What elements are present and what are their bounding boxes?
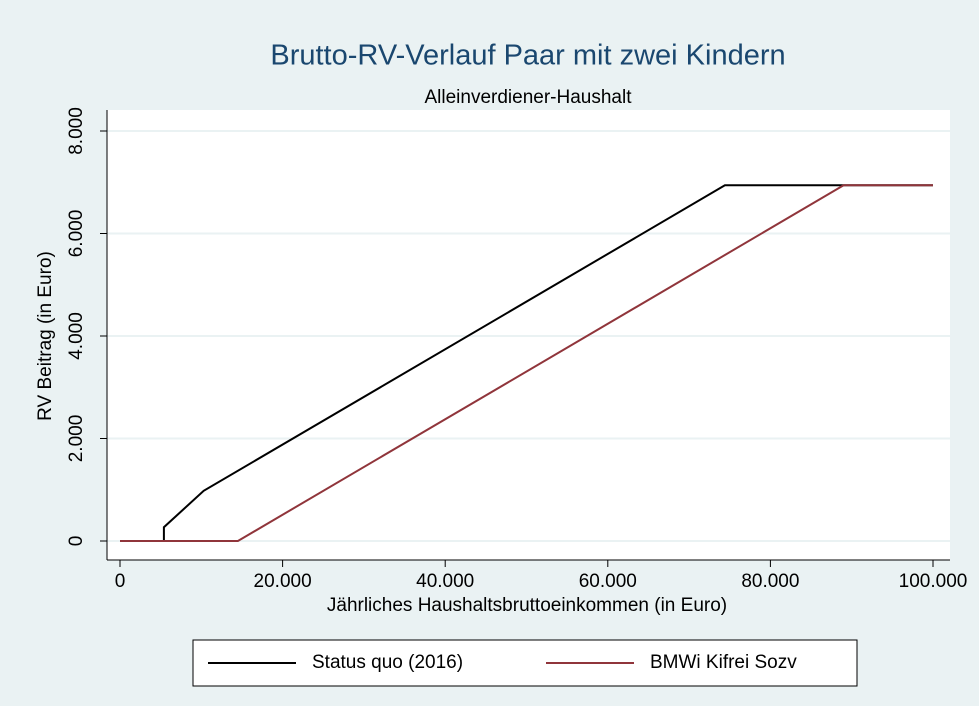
legend-label: BMWi Kifrei Sozv	[650, 652, 797, 673]
y-axis-label: RV Beitrag (in Euro)	[35, 251, 56, 421]
chart-title: Brutto-RV-Verlauf Paar mit zwei Kindern	[270, 40, 785, 72]
series-line	[120, 184, 933, 542]
y-tick-label: 4.000	[66, 312, 87, 360]
x-tick-label: 80.000	[741, 571, 799, 592]
x-axis-label: Jährliches Haushaltsbruttoeinkommen (in …	[327, 595, 727, 616]
y-tick-label: 2.000	[66, 415, 87, 463]
legend	[192, 639, 858, 687]
y-tick-label: 6.000	[66, 210, 87, 258]
x-tick-label: 60.000	[579, 571, 637, 592]
y-tick-label: 0	[66, 536, 87, 547]
chart-subtitle: Alleinverdiener-Haushalt	[425, 87, 633, 108]
x-tick-label: 0	[115, 571, 126, 592]
x-tick-label: 40.000	[416, 571, 474, 592]
x-tick-label: 20.000	[254, 571, 312, 592]
legend-label: Status quo (2016)	[312, 652, 463, 673]
y-tick-label: 8.000	[66, 107, 87, 155]
x-tick-label: 100.000	[899, 571, 968, 592]
